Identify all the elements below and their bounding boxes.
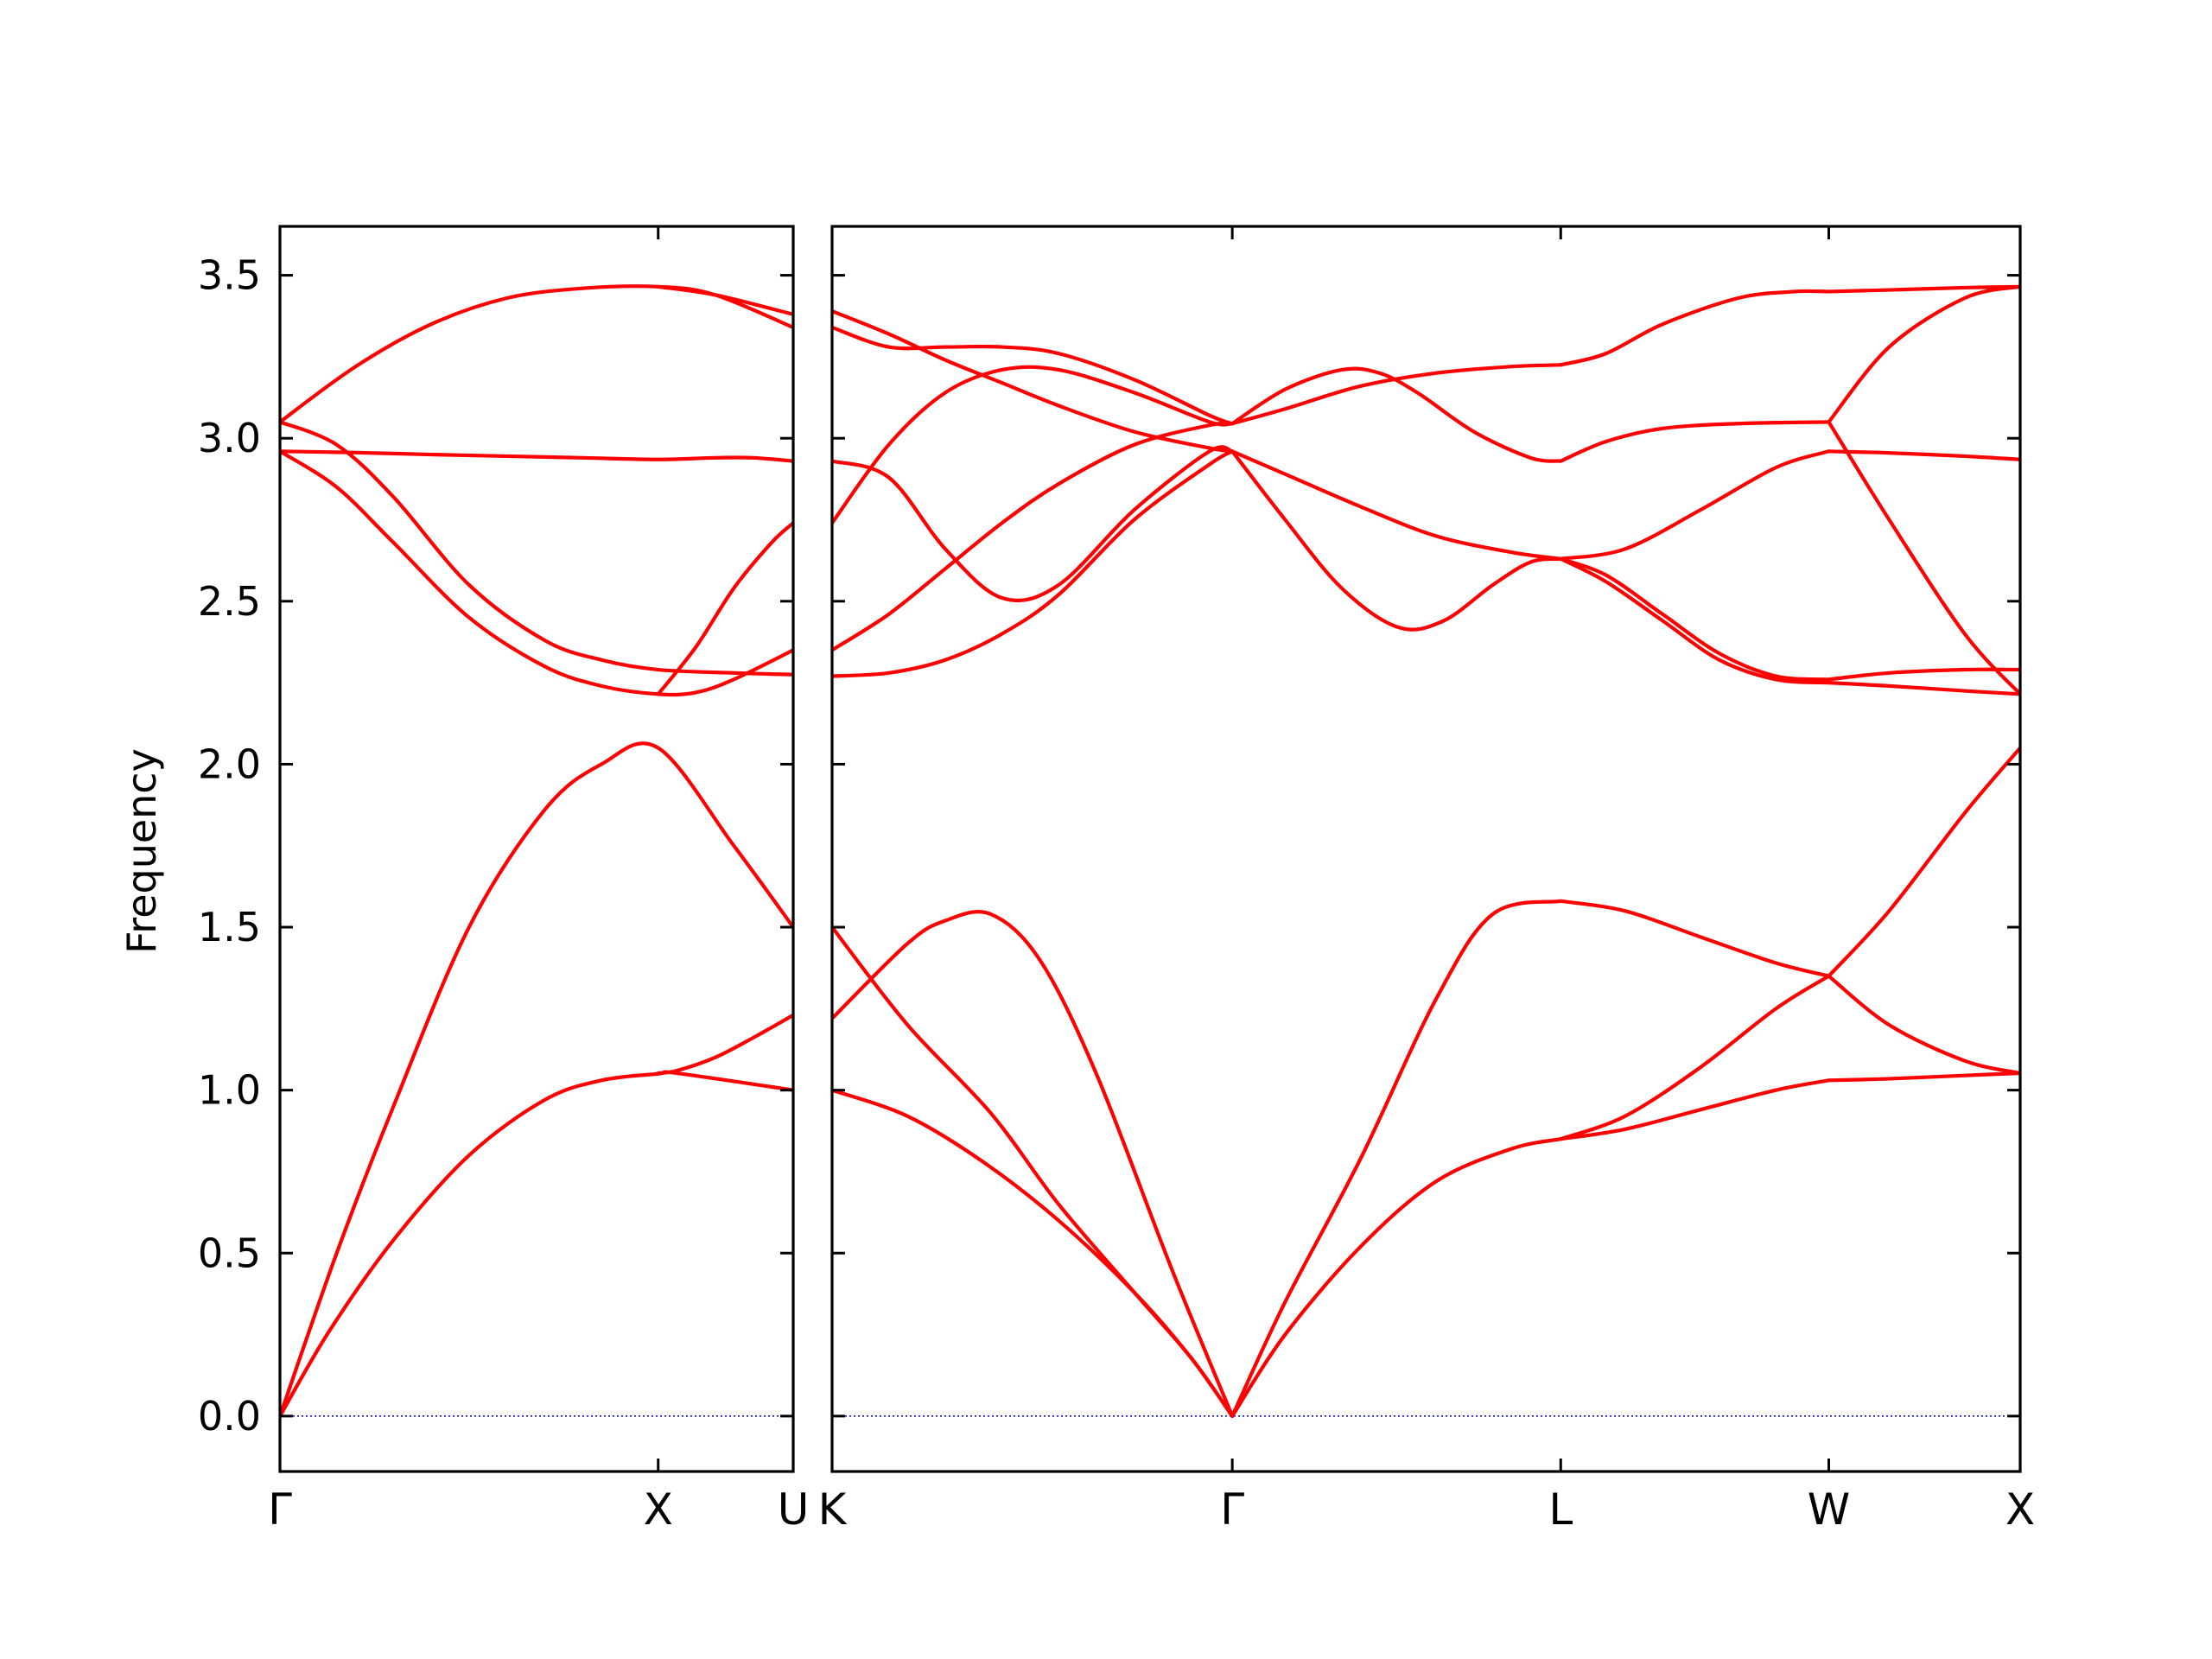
- band-line: [832, 325, 1235, 426]
- y-tick-label: 0.5: [198, 1230, 261, 1276]
- panel-left: [278, 225, 795, 1473]
- band-line: [1559, 974, 1831, 1141]
- band-line: [656, 1013, 793, 1076]
- band-line: [1827, 974, 2020, 1076]
- band-line: [832, 925, 1235, 1418]
- band-line: [832, 421, 1235, 652]
- band-line: [1827, 420, 2020, 696]
- band-line: [1827, 1071, 2020, 1083]
- band-line: [832, 445, 1235, 603]
- band-line: [1827, 746, 2020, 978]
- band-line: [1230, 449, 1563, 561]
- x-tick-label: K: [818, 1484, 848, 1535]
- x-tick-label: Γ: [1220, 1484, 1244, 1535]
- x-tick-label: W: [1808, 1484, 1850, 1535]
- band-line: [280, 741, 793, 1418]
- band-line: [1559, 1078, 1831, 1141]
- y-tick-label: 3.5: [198, 252, 261, 299]
- band-line: [280, 1070, 793, 1418]
- y-tick-label: 1.0: [198, 1067, 261, 1114]
- panel-right: [830, 225, 2022, 1473]
- band-line: [1559, 899, 1831, 978]
- band-line: [1559, 556, 1831, 685]
- y-axis-title: Frequency: [118, 748, 165, 954]
- y-tick-label: 3.0: [198, 415, 261, 461]
- bands-right: [832, 284, 2020, 1418]
- band-line: [1827, 284, 2020, 294]
- band-line: [1559, 556, 1831, 682]
- x-tick-label: L: [1548, 1484, 1573, 1535]
- panel-frame: [278, 225, 795, 1473]
- y-tick-label: 0.0: [198, 1393, 261, 1440]
- panel-frame: [830, 225, 2022, 1473]
- band-line: [1230, 366, 1563, 463]
- y-tick-label: 2.0: [198, 741, 261, 787]
- y-tick-label: 2.5: [198, 578, 261, 625]
- x-tick-label: U: [778, 1484, 810, 1535]
- band-line: [1827, 667, 2020, 682]
- band-line: [832, 365, 1235, 525]
- band-line: [1827, 284, 2020, 424]
- band-line: [1230, 449, 1563, 632]
- band-line: [1827, 449, 2020, 461]
- band-line: [1559, 449, 1831, 561]
- band-line: [1230, 899, 1563, 1418]
- band-line: [1230, 1137, 1563, 1418]
- band-line: [1827, 681, 2020, 696]
- band-line: [1559, 420, 1831, 463]
- band-line: [280, 449, 793, 697]
- band-line: [1559, 289, 1831, 367]
- band-line: [280, 449, 793, 463]
- band-line: [832, 308, 1235, 454]
- band-line: [1230, 363, 1563, 426]
- band-line: [656, 284, 793, 316]
- band-line: [656, 521, 793, 696]
- band-line: [280, 420, 793, 677]
- band-line: [280, 284, 793, 424]
- bands-left: [280, 284, 793, 1418]
- y-tick-label: 1.5: [198, 904, 261, 950]
- band-line: [832, 449, 1235, 678]
- band-line: [832, 910, 1235, 1418]
- x-tick-label: X: [2005, 1484, 2035, 1535]
- x-tick-label: X: [644, 1484, 673, 1535]
- band-line: [832, 1088, 1235, 1418]
- x-tick-label: Γ: [268, 1484, 292, 1535]
